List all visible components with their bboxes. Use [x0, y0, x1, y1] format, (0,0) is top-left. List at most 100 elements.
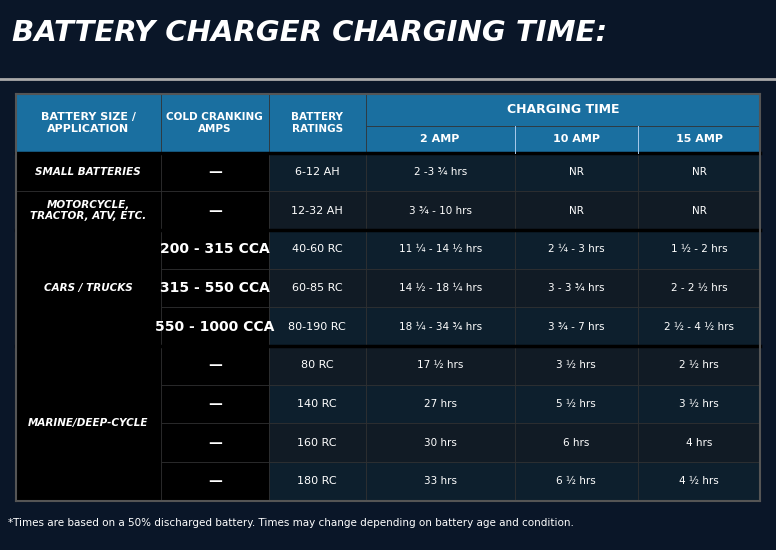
Bar	[638, 462, 760, 501]
Text: 4 hrs: 4 hrs	[686, 437, 712, 448]
Bar	[161, 384, 268, 423]
Text: 4 ½ hrs: 4 ½ hrs	[679, 476, 719, 486]
Bar	[638, 152, 760, 191]
Text: 140 RC: 140 RC	[297, 399, 337, 409]
Bar	[365, 152, 514, 191]
Text: 2 ½ - 4 ½ hrs: 2 ½ - 4 ½ hrs	[664, 322, 734, 332]
Bar	[365, 191, 514, 230]
Bar	[161, 423, 268, 462]
Text: 3 ½ hrs: 3 ½ hrs	[679, 399, 719, 409]
Text: 2 -3 ¾ hrs: 2 -3 ¾ hrs	[414, 167, 467, 177]
Bar	[161, 462, 268, 501]
Bar	[514, 307, 638, 346]
Text: NR: NR	[691, 167, 706, 177]
Bar	[638, 384, 760, 423]
Text: 3 - 3 ¾ hrs: 3 - 3 ¾ hrs	[548, 283, 605, 293]
Bar	[365, 268, 514, 307]
Text: —: —	[208, 474, 222, 488]
Bar	[161, 268, 268, 307]
Text: 3 ½ hrs: 3 ½ hrs	[556, 360, 596, 370]
Bar	[268, 462, 365, 501]
Text: BATTERY
RATINGS: BATTERY RATINGS	[291, 112, 343, 134]
Bar	[365, 230, 514, 268]
Bar	[161, 152, 268, 191]
Bar	[638, 307, 760, 346]
Bar	[514, 152, 638, 191]
Bar	[365, 307, 514, 346]
Bar	[268, 307, 365, 346]
Bar	[268, 384, 365, 423]
Text: —: —	[208, 204, 222, 217]
Bar	[16, 94, 161, 152]
Text: —: —	[208, 165, 222, 179]
Text: *Times are based on a 50% discharged battery. Times may change depending on batt: *Times are based on a 50% discharged bat…	[8, 518, 573, 528]
Text: 2 - 2 ½ hrs: 2 - 2 ½ hrs	[670, 283, 727, 293]
Text: NR: NR	[569, 167, 584, 177]
Text: 80-190 RC: 80-190 RC	[289, 322, 346, 332]
Bar	[638, 191, 760, 230]
Text: 200 - 315 CCA: 200 - 315 CCA	[160, 242, 270, 256]
Text: —: —	[208, 358, 222, 372]
Bar	[365, 126, 514, 152]
Text: —: —	[208, 436, 222, 449]
Bar	[268, 94, 365, 152]
Text: 180 RC: 180 RC	[297, 476, 337, 486]
Text: 3 ¾ - 10 hrs: 3 ¾ - 10 hrs	[409, 206, 472, 216]
Text: 2 AMP: 2 AMP	[421, 134, 460, 144]
Bar	[161, 307, 268, 346]
Bar	[365, 384, 514, 423]
Text: NR: NR	[569, 206, 584, 216]
Bar	[16, 191, 161, 230]
Text: SMALL BATTERIES: SMALL BATTERIES	[35, 167, 141, 177]
Text: BATTERY SIZE /
APPLICATION: BATTERY SIZE / APPLICATION	[40, 112, 136, 134]
Text: CHARGING TIME: CHARGING TIME	[507, 103, 619, 116]
Bar	[16, 152, 161, 191]
Bar	[638, 126, 760, 152]
Text: 550 - 1000 CCA: 550 - 1000 CCA	[155, 320, 275, 333]
Text: NR: NR	[691, 206, 706, 216]
Bar	[514, 230, 638, 268]
Bar	[638, 423, 760, 462]
Text: 2 ½ hrs: 2 ½ hrs	[679, 360, 719, 370]
Bar	[161, 230, 268, 268]
Text: 3 ¾ - 7 hrs: 3 ¾ - 7 hrs	[548, 322, 605, 332]
Bar	[16, 346, 161, 500]
Bar	[365, 346, 514, 384]
Text: 14 ½ - 18 ¼ hrs: 14 ½ - 18 ¼ hrs	[399, 283, 482, 293]
Bar	[365, 423, 514, 462]
Text: 160 RC: 160 RC	[297, 437, 337, 448]
Bar	[514, 462, 638, 501]
Text: 18 ¼ - 34 ¾ hrs: 18 ¼ - 34 ¾ hrs	[399, 322, 482, 332]
Text: 17 ½ hrs: 17 ½ hrs	[417, 360, 463, 370]
Text: 6 ½ hrs: 6 ½ hrs	[556, 476, 596, 486]
Text: COLD CRANKING
AMPS: COLD CRANKING AMPS	[166, 112, 263, 134]
Text: 33 hrs: 33 hrs	[424, 476, 456, 486]
Text: 60-85 RC: 60-85 RC	[292, 283, 342, 293]
Text: 30 hrs: 30 hrs	[424, 437, 456, 448]
Bar	[161, 94, 268, 152]
Bar	[268, 268, 365, 307]
Text: —: —	[208, 397, 222, 411]
Bar	[514, 384, 638, 423]
Bar	[268, 152, 365, 191]
Bar	[268, 191, 365, 230]
Text: 27 hrs: 27 hrs	[424, 399, 456, 409]
Text: 15 AMP: 15 AMP	[676, 134, 722, 144]
Bar	[514, 191, 638, 230]
Bar	[365, 462, 514, 501]
Text: MOTORCYCLE,
TRACTOR, ATV, ETC.: MOTORCYCLE, TRACTOR, ATV, ETC.	[30, 200, 147, 221]
Text: 40-60 RC: 40-60 RC	[292, 244, 342, 254]
Text: 6 hrs: 6 hrs	[563, 437, 589, 448]
Bar	[161, 346, 268, 384]
Bar	[514, 346, 638, 384]
Text: 315 - 550 CCA: 315 - 550 CCA	[160, 281, 270, 295]
Bar	[268, 423, 365, 462]
Bar	[638, 230, 760, 268]
Bar	[365, 94, 760, 126]
Text: 2 ¼ - 3 hrs: 2 ¼ - 3 hrs	[548, 244, 605, 254]
Text: MARINE/DEEP-CYCLE: MARINE/DEEP-CYCLE	[28, 418, 148, 428]
Text: 5 ½ hrs: 5 ½ hrs	[556, 399, 596, 409]
Bar	[514, 423, 638, 462]
Bar	[638, 346, 760, 384]
Bar	[161, 191, 268, 230]
